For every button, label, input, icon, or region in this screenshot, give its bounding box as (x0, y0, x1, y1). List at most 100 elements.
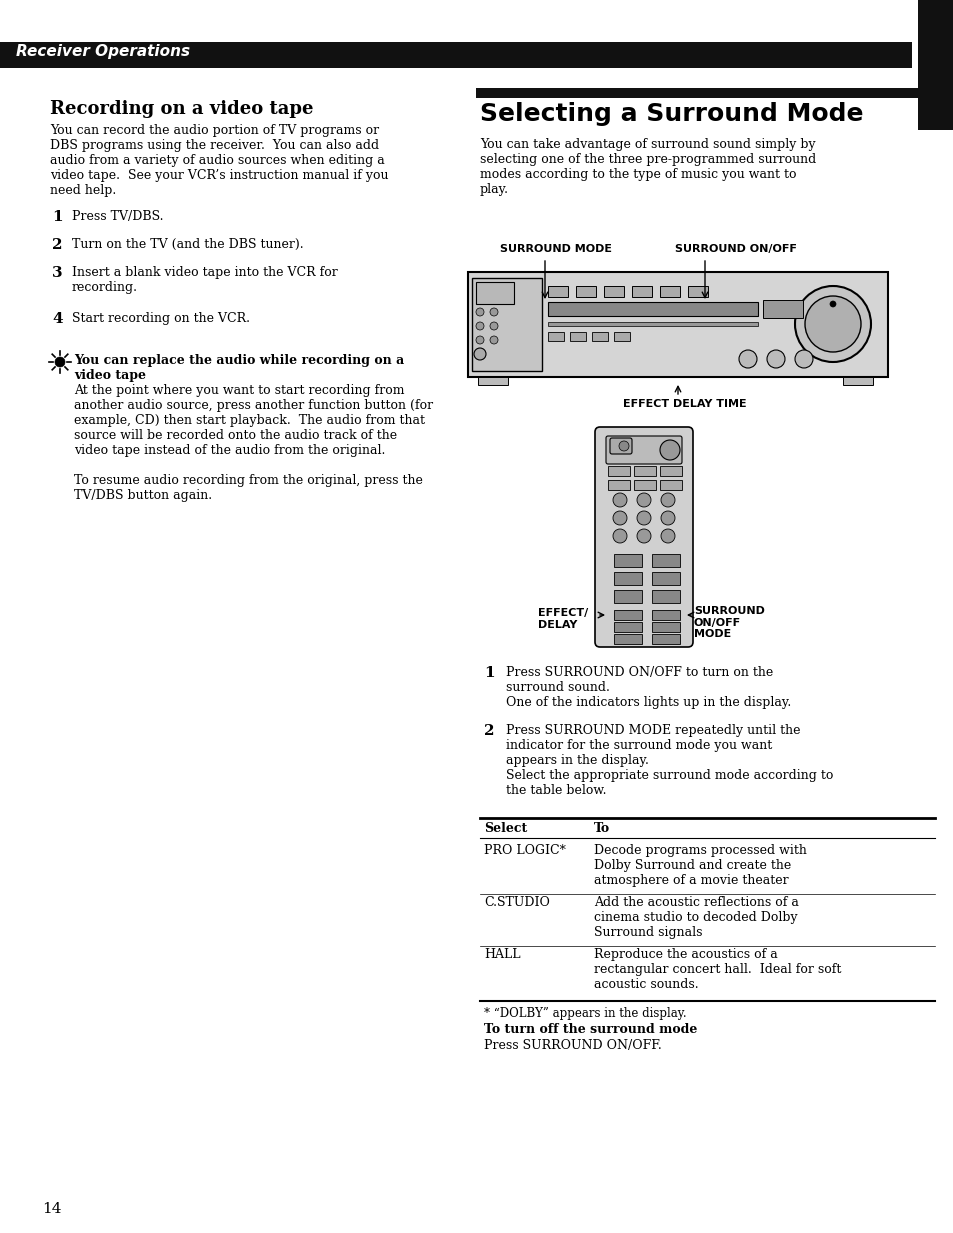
Bar (468, 272, 887, 377)
Bar (634, 466, 656, 476)
Bar (614, 610, 641, 620)
Text: You can take advantage of surround sound simply by
selecting one of the three pr: You can take advantage of surround sound… (479, 138, 816, 196)
Bar (547, 302, 758, 316)
Circle shape (476, 322, 483, 330)
Text: 14: 14 (42, 1202, 61, 1216)
Circle shape (490, 322, 497, 330)
Bar (631, 286, 651, 297)
Text: Turn on the TV (and the DBS tuner).: Turn on the TV (and the DBS tuner). (71, 238, 303, 252)
Bar (651, 621, 679, 633)
Text: HALL: HALL (483, 948, 520, 961)
Text: * “DOLBY” appears in the display.: * “DOLBY” appears in the display. (483, 1007, 686, 1020)
Bar (614, 554, 641, 567)
Circle shape (476, 308, 483, 316)
FancyBboxPatch shape (595, 427, 692, 647)
Text: 2: 2 (52, 238, 63, 252)
Bar (614, 572, 641, 584)
Text: PRO LOGIC*: PRO LOGIC* (483, 845, 565, 857)
Bar (547, 286, 567, 297)
Text: 1: 1 (483, 666, 494, 681)
Text: Receiver Operations: Receiver Operations (16, 44, 190, 59)
Bar (476, 88, 935, 97)
Text: You can replace the audio while recording on a
video tape: You can replace the audio while recordin… (74, 354, 404, 382)
Text: SURROUND ON/OFF: SURROUND ON/OFF (675, 244, 796, 254)
Bar (607, 480, 629, 490)
Bar (614, 332, 629, 342)
Bar (842, 377, 872, 385)
Text: 1: 1 (52, 210, 63, 224)
Bar (592, 332, 607, 342)
Circle shape (637, 510, 650, 525)
Text: Press TV/DBS.: Press TV/DBS. (71, 210, 163, 223)
Circle shape (637, 493, 650, 507)
Circle shape (490, 308, 497, 316)
Text: EFFECT/
DELAY: EFFECT/ DELAY (537, 608, 588, 630)
Text: EFFECT DELAY TIME: EFFECT DELAY TIME (622, 399, 746, 409)
Text: Add the acoustic reflections of a
cinema studio to decoded Dolby
Surround signal: Add the acoustic reflections of a cinema… (594, 896, 798, 940)
Bar (472, 277, 541, 371)
Bar (0, 42, 911, 68)
Circle shape (476, 337, 483, 344)
Bar (476, 282, 514, 305)
FancyBboxPatch shape (609, 438, 631, 454)
Circle shape (739, 350, 757, 367)
Circle shape (637, 529, 650, 543)
Bar (603, 286, 623, 297)
Circle shape (766, 350, 784, 367)
Bar (651, 554, 679, 567)
Text: Select: Select (483, 822, 527, 835)
Text: To: To (594, 822, 610, 835)
Text: Start recording on the VCR.: Start recording on the VCR. (71, 312, 250, 326)
Bar (634, 480, 656, 490)
Text: Press SURROUND ON/OFF to turn on the
surround sound.
One of the indicators light: Press SURROUND ON/OFF to turn on the sur… (505, 666, 790, 709)
Bar (607, 466, 629, 476)
Text: Decode programs processed with
Dolby Surround and create the
atmosphere of a mov: Decode programs processed with Dolby Sur… (594, 845, 806, 887)
Text: Reproduce the acoustics of a
rectangular concert hall.  Ideal for soft
acoustic : Reproduce the acoustics of a rectangular… (594, 948, 841, 991)
Circle shape (804, 296, 861, 351)
Bar (614, 591, 641, 603)
Text: 4: 4 (52, 312, 63, 326)
Circle shape (618, 441, 628, 451)
Bar (659, 286, 679, 297)
Text: You can record the audio portion of TV programs or
DBS programs using the receiv: You can record the audio portion of TV p… (50, 125, 388, 197)
Bar (651, 634, 679, 644)
Bar (614, 634, 641, 644)
Bar (651, 591, 679, 603)
Bar (659, 480, 681, 490)
Text: 3: 3 (52, 266, 63, 280)
FancyBboxPatch shape (605, 436, 681, 464)
Text: Press SURROUND ON/OFF.: Press SURROUND ON/OFF. (483, 1039, 661, 1052)
Circle shape (490, 337, 497, 344)
Circle shape (660, 529, 675, 543)
Bar (569, 332, 585, 342)
Text: Press SURROUND MODE repeatedly until the
indicator for the surround mode you wan: Press SURROUND MODE repeatedly until the… (505, 724, 833, 797)
Bar (477, 377, 507, 385)
Text: Recording on a video tape: Recording on a video tape (50, 100, 314, 118)
Circle shape (55, 358, 65, 367)
Circle shape (794, 350, 812, 367)
Circle shape (613, 510, 626, 525)
Circle shape (613, 493, 626, 507)
Bar (917, 0, 953, 129)
Text: To turn off the surround mode: To turn off the surround mode (483, 1023, 697, 1036)
Text: SURROUND
ON/OFF
MODE: SURROUND ON/OFF MODE (693, 605, 764, 639)
Circle shape (660, 510, 675, 525)
Bar (547, 332, 563, 342)
Text: 2: 2 (483, 724, 494, 739)
Circle shape (829, 301, 835, 307)
Bar (651, 572, 679, 584)
Bar (547, 322, 758, 326)
Circle shape (659, 440, 679, 460)
Circle shape (613, 529, 626, 543)
Bar (614, 621, 641, 633)
Text: At the point where you want to start recording from
another audio source, press : At the point where you want to start rec… (74, 383, 433, 502)
Bar (659, 466, 681, 476)
Bar (687, 286, 707, 297)
Bar (651, 610, 679, 620)
Circle shape (660, 493, 675, 507)
Bar (576, 286, 596, 297)
Text: Selecting a Surround Mode: Selecting a Surround Mode (479, 102, 862, 126)
Circle shape (794, 286, 870, 363)
Circle shape (474, 348, 485, 360)
Bar (762, 300, 802, 318)
